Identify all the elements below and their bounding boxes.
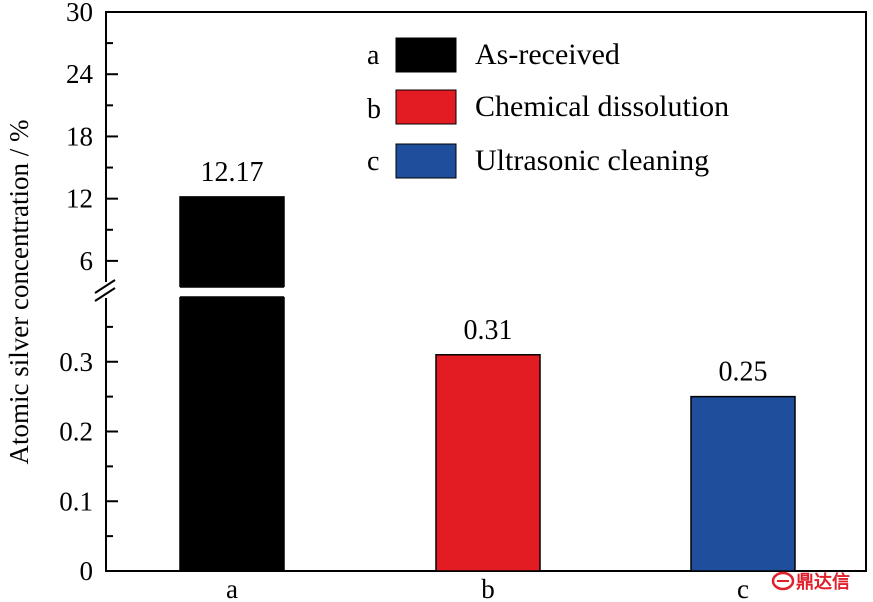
logo-icon [771,571,795,591]
bars [179,196,796,572]
legend-key-c: c [367,146,379,177]
y-tick-label: 0.3 [59,347,93,377]
x-axis: a b c [226,574,749,602]
y-tick-label: 0 [80,556,94,586]
data-label: 12.17 [201,157,264,188]
watermark: 鼎达信 [771,571,850,593]
data-label: 0.25 [719,357,768,388]
legend: a As-received b Chemical dissolution c U… [367,37,729,179]
bar-b [435,354,541,572]
axis-break-icon [94,279,116,302]
y-axis-title: Atomic silver concentration / % [4,120,34,465]
x-tick-label: b [481,574,495,602]
y-tick-label: 6 [80,246,94,276]
legend-swatch-c [395,143,457,179]
legend-key-b: b [367,94,381,125]
bar-c [690,395,796,572]
y-tick-label: 12 [66,184,93,214]
y-tick-label: 0.2 [59,417,93,447]
x-tick-label: a [226,574,238,602]
data-labels: 12.17 0.31 0.25 [201,157,768,388]
legend-label-c: Ultrasonic cleaning [475,144,709,177]
y-tick-label: 0.1 [59,486,93,516]
data-label: 0.31 [464,315,513,346]
y-tick-label: 24 [66,59,94,89]
watermark-text: 鼎达信 [796,571,850,593]
legend-label-b: Chemical dissolution [475,90,729,123]
y-tick-label: 18 [66,121,93,151]
y-axis: 30 24 18 12 6 0.3 0.2 0.1 0 [59,0,118,586]
legend-label-a: As-received [475,38,620,71]
y-tick-label: 30 [66,0,93,27]
legend-swatch-a [395,37,457,73]
x-tick-label: c [737,574,749,602]
legend-swatch-b [395,89,457,125]
legend-key-a: a [367,40,380,71]
bar-a [179,196,285,572]
bar-break-gap [179,287,285,297]
